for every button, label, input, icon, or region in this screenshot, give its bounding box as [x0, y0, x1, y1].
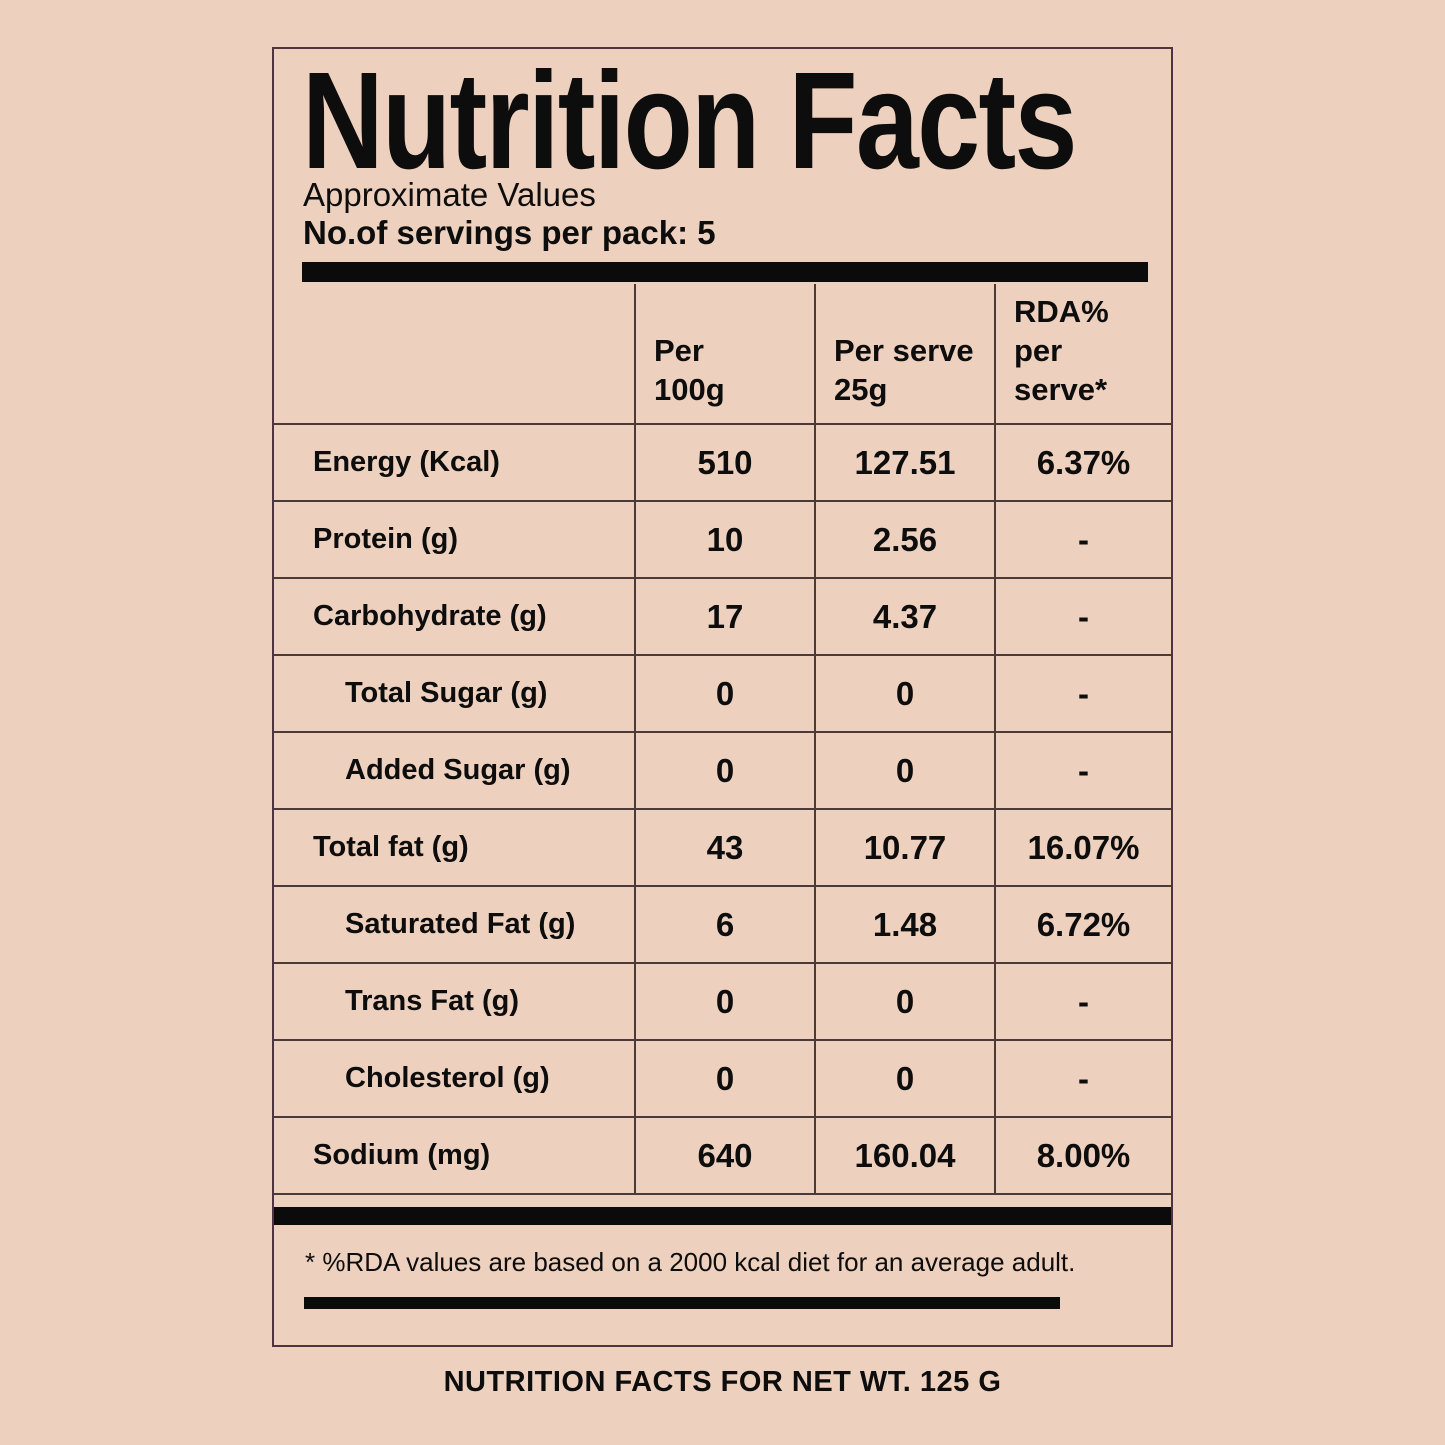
- row-value: 127.51: [816, 425, 996, 502]
- row-value: -: [996, 656, 1171, 733]
- row-value: 0: [636, 964, 816, 1041]
- row-value: 16.07%: [996, 810, 1171, 887]
- row-value: 10: [636, 502, 816, 579]
- row-value: 43: [636, 810, 816, 887]
- row-value: -: [996, 964, 1171, 1041]
- row-value: 0: [816, 1041, 996, 1118]
- row-label: Added Sugar (g): [274, 733, 636, 810]
- row-label: Trans Fat (g): [274, 964, 636, 1041]
- row-value: 8.00%: [996, 1118, 1171, 1195]
- table-bottom-bar: [274, 1207, 1171, 1225]
- header-line: 25g: [834, 372, 888, 407]
- row-label: Cholesterol (g): [274, 1041, 636, 1118]
- row-label: Saturated Fat (g): [274, 887, 636, 964]
- row-value: 6.72%: [996, 887, 1171, 964]
- row-label: Sodium (mg): [274, 1118, 636, 1195]
- header-rda-per-serve: RDA% per serve*: [996, 284, 1171, 425]
- rda-footnote: * %RDA values are based on a 2000 kcal d…: [305, 1247, 1076, 1277]
- row-value: -: [996, 579, 1171, 656]
- row-value: 640: [636, 1118, 816, 1195]
- row-label: Total Sugar (g): [274, 656, 636, 733]
- label-box: Nutrition Facts Approximate Values No.of…: [272, 47, 1173, 1347]
- row-value: 4.37: [816, 579, 996, 656]
- row-value: 0: [636, 1041, 816, 1118]
- header-separator-bar: [302, 262, 1148, 282]
- header-blank-cell: [274, 284, 636, 425]
- header-line: Per serve: [834, 333, 974, 368]
- row-label: Total fat (g): [274, 810, 636, 887]
- row-value: -: [996, 1041, 1171, 1118]
- row-value: -: [996, 733, 1171, 810]
- row-value: 0: [816, 656, 996, 733]
- row-value: 0: [816, 964, 996, 1041]
- footnote-bottom-bar: [304, 1297, 1060, 1309]
- nutrition-table: Per 100g Per serve 25g RDA% per serve* E…: [274, 284, 1171, 1195]
- header-per-100g: Per 100g: [636, 284, 816, 425]
- row-value: 17: [636, 579, 816, 656]
- subtitle: Approximate Values: [303, 176, 596, 213]
- row-label: Energy (Kcal): [274, 425, 636, 502]
- row-value: 10.77: [816, 810, 996, 887]
- row-value: 6.37%: [996, 425, 1171, 502]
- header-line: Per: [654, 333, 704, 368]
- row-value: 0: [816, 733, 996, 810]
- page-title: Nutrition Facts: [302, 44, 1077, 198]
- net-weight-caption: NUTRITION FACTS FOR NET WT. 125 G: [443, 1366, 1002, 1398]
- row-label: Carbohydrate (g): [274, 579, 636, 656]
- row-value: 2.56: [816, 502, 996, 579]
- row-value: 160.04: [816, 1118, 996, 1195]
- row-value: 510: [636, 425, 816, 502]
- row-value: 6: [636, 887, 816, 964]
- header-line: serve*: [1014, 372, 1108, 407]
- header-line: RDA% per: [1014, 294, 1109, 368]
- row-value: 0: [636, 656, 816, 733]
- servings-line: No.of servings per pack: 5: [303, 214, 716, 251]
- row-value: 1.48: [816, 887, 996, 964]
- header-line: 100g: [654, 372, 725, 407]
- header-per-serve: Per serve 25g: [816, 284, 996, 425]
- row-label: Protein (g): [274, 502, 636, 579]
- row-value: 0: [636, 733, 816, 810]
- row-value: -: [996, 502, 1171, 579]
